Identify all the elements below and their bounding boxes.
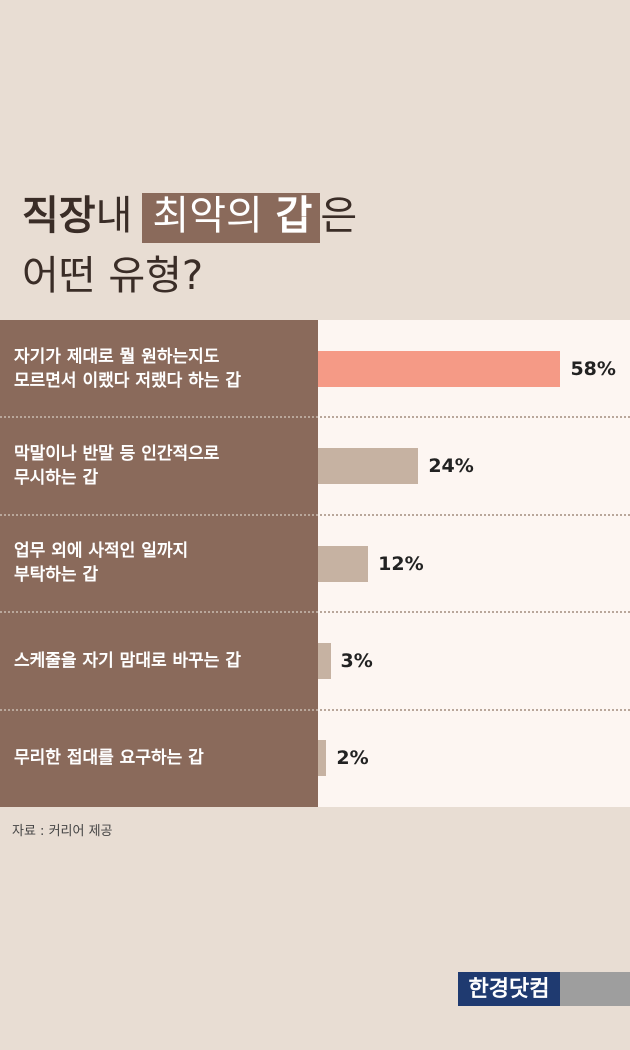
category-label-line: 무리한 접대를 요구하는 갑 <box>14 748 204 769</box>
row-divider <box>0 513 630 516</box>
row-divider <box>0 416 630 419</box>
category-label-line: 부탁하는 갑 <box>14 565 99 586</box>
category-label-text: 무리한 접대를 요구하는 갑 <box>14 746 204 770</box>
category-label-text: 스케줄을 자기 맘대로 바꾸는 갑 <box>14 649 241 673</box>
bar <box>318 545 369 582</box>
bar-value-label: 58% <box>570 357 616 380</box>
category-label: 스케줄을 자기 맘대로 바꾸는 갑 <box>14 612 310 709</box>
row-divider <box>0 708 630 711</box>
bar <box>318 448 419 485</box>
category-label-line: 막말이나 반말 등 인간적으로 <box>14 444 220 465</box>
category-label-line: 모르면서 이랬다 저랬다 하는 갑 <box>14 370 241 391</box>
category-label-line: 업무 외에 사적인 일까지 <box>14 541 189 562</box>
category-label-column <box>0 320 318 807</box>
bar <box>318 642 331 679</box>
category-label-line: 무시하는 갑 <box>14 468 99 489</box>
title-word-workplace: 직장 <box>22 193 96 239</box>
title-word-eun: 은 <box>320 193 358 239</box>
bar <box>318 740 327 777</box>
bar-value-label: 24% <box>428 455 474 478</box>
bar-value-label: 2% <box>336 747 369 770</box>
row-divider <box>0 611 630 614</box>
bar <box>318 350 561 387</box>
title-word-worst: 최악의 <box>152 193 263 239</box>
brand-logo: 한경닷컴 <box>458 972 560 1006</box>
title-word-gap: 갑 <box>275 193 313 239</box>
bar-value-label: 3% <box>340 649 373 672</box>
source-note: 자료 : 커리어 제공 <box>12 824 113 839</box>
category-label-line: 자기가 제대로 뭘 원하는지도 <box>14 346 220 367</box>
title-word-inside: 내 <box>95 193 133 239</box>
category-label-line: 스케줄을 자기 맘대로 바꾸는 갑 <box>14 650 241 671</box>
title-highlight: 최악의 갑 <box>142 193 321 243</box>
chart-plot-background <box>318 320 630 807</box>
bar-value-label: 12% <box>378 552 424 575</box>
category-label: 무리한 접대를 요구하는 갑 <box>14 710 310 807</box>
logo-grey-band <box>560 972 630 1006</box>
title-line-2: 어떤 유형? <box>22 253 204 299</box>
